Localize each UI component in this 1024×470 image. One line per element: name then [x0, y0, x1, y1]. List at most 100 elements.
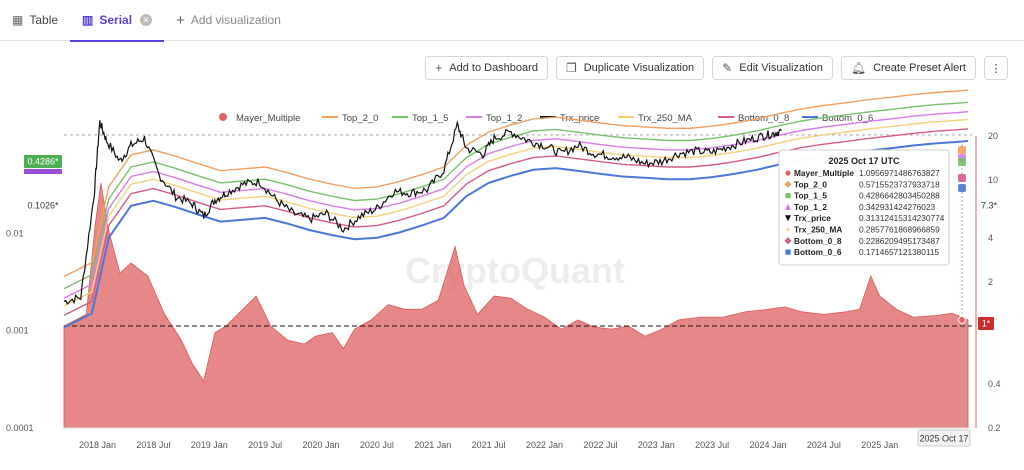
x-tick-label: 2023 Jan: [638, 440, 675, 450]
right-tick-label: 20: [988, 131, 998, 141]
tooltip-row-value: 0.31312415314230774: [859, 213, 945, 223]
tooltip-marker: [785, 249, 791, 255]
crosshair-date-label: 2025 Oct 17: [919, 434, 968, 444]
plus-icon: +: [435, 61, 443, 75]
badge-right-price: 7.3*: [981, 201, 998, 211]
legend-label-bottom_0_8[interactable]: Bottom_0_8: [738, 113, 789, 124]
tab-serial-label: Serial: [99, 13, 133, 27]
edge-marker: [958, 158, 966, 166]
tooltip-row-value: 0.2286209495173487: [859, 236, 940, 246]
series-bottom-0-8: [63, 128, 969, 316]
badge-top-1-2: [24, 169, 62, 174]
x-tick-label: 2020 Jul: [360, 440, 394, 450]
edit-visualization-button[interactable]: ✎ Edit Visualization: [712, 56, 833, 80]
tooltip-row-value: 0.4286642803450288: [859, 191, 940, 201]
visualization-tabs: ▦ Table ▥ Serial ✕ + Add visualization: [0, 0, 1024, 42]
chart-icon: ▥: [82, 13, 94, 27]
x-tick-label: 2021 Jul: [472, 440, 506, 450]
plus-icon: +: [176, 11, 185, 29]
tooltip-row-value: 0.2857761868966859: [859, 225, 940, 235]
create-preset-alert-button[interactable]: 🔔︎ Create Preset Alert: [840, 56, 976, 80]
tooltip-marker: [784, 180, 792, 188]
watermark: CryptoQuant: [405, 250, 625, 291]
tooltip-row-name: Trx_250_MA: [794, 225, 842, 235]
edge-marker: [958, 184, 966, 192]
x-tick-label: 2025 Jan: [861, 440, 898, 450]
left-tick-label: 0.0001: [6, 423, 34, 433]
tooltip: [778, 149, 950, 266]
tooltip-marker: [784, 237, 792, 245]
right-tick-label: 10: [988, 175, 998, 185]
table-icon: ▦: [12, 13, 24, 27]
badge-mayer-bg: [978, 317, 994, 330]
tooltip-row-name: Top_1_5: [794, 191, 827, 201]
left-tick-label: 0.001: [6, 326, 29, 336]
tooltip-marker: [785, 193, 791, 199]
right-tick-label: 0.2: [988, 423, 1001, 433]
x-tick-label: 2022 Jul: [583, 440, 617, 450]
tooltip-row-value: 1.0956971486763827: [859, 168, 940, 178]
more-options-button[interactable]: ⋮: [984, 56, 1008, 80]
right-tick-label: 4: [988, 233, 993, 243]
badge-mayer: 1*: [982, 319, 991, 329]
tooltip-row-name: Bottom_0_6: [794, 247, 842, 257]
alert-label: Create Preset Alert: [873, 62, 966, 74]
close-icon[interactable]: ✕: [140, 14, 153, 26]
edit-icon: ✎: [722, 61, 733, 75]
x-tick-label: 2023 Jul: [695, 440, 729, 450]
legend-label-top_1_2[interactable]: Top_1_2: [486, 113, 522, 124]
bell-icon: 🔔︎: [850, 61, 867, 75]
left-tick-label: 0.01: [6, 228, 24, 238]
badge-top-1-5: 0.4286*: [27, 157, 59, 167]
x-tick-label: 2019 Jan: [191, 440, 228, 450]
tooltip-row-value: 0.5715523737933718: [859, 179, 940, 189]
series-top-1-5: [63, 101, 969, 290]
copy-icon: ❐: [565, 61, 577, 75]
tab-serial[interactable]: ▥ Serial ✕: [70, 0, 165, 42]
badge-price: 0.1026*: [27, 201, 59, 211]
legend-label-top_1_5[interactable]: Top_1_5: [412, 113, 448, 124]
x-tick-label: 2021 Jan: [414, 440, 451, 450]
x-tick-label: 2019 Jul: [248, 440, 282, 450]
edge-marker: [958, 146, 966, 154]
crosshair-date-badge: [917, 429, 971, 447]
x-tick-label: 2022 Jan: [526, 440, 563, 450]
edit-label: Edit Visualization: [739, 62, 823, 74]
duplicate-visualization-button[interactable]: ❐ Duplicate Visualization: [555, 56, 705, 80]
tooltip-row-value: 0.342931424276023: [859, 202, 936, 212]
more-icon: ⋮: [990, 62, 1002, 75]
legend-label-trx_250_ma[interactable]: Trx_250_MA: [638, 113, 693, 124]
tab-table-label: Table: [29, 13, 59, 27]
tooltip-marker: [785, 203, 791, 210]
legend-label-bottom_0_6[interactable]: Bottom_0_6: [822, 113, 873, 124]
tooltip-marker: [785, 170, 791, 176]
badge-price-bg: [24, 199, 62, 212]
right-tick-label: 0.4: [988, 379, 1001, 389]
x-tick-label: 2018 Jan: [79, 440, 116, 450]
chart-actions: + Add to Dashboard ❐ Duplicate Visualizati…: [425, 56, 1008, 80]
tooltip-row-name: Top_2_0: [794, 179, 827, 189]
crosshair-point-mayer: [958, 315, 966, 324]
tab-add-visualization[interactable]: + Add visualization: [164, 0, 293, 41]
tooltip-title: 2025 Oct 17 UTC: [828, 156, 900, 166]
series-top-2-0: [63, 89, 969, 278]
legend-label-top_2_0[interactable]: Top_2_0: [342, 113, 378, 124]
x-tick-label: 2020 Jan: [302, 440, 339, 450]
badge-top-1-5-bg: [24, 155, 62, 168]
legend-label-trx_price[interactable]: Trx_price: [560, 113, 599, 124]
tooltip-row-name: Trx_price: [794, 213, 831, 223]
legend-label-mayer_multiple[interactable]: Mayer_Multiple: [236, 113, 300, 124]
tab-table[interactable]: ▦ Table: [0, 0, 70, 41]
add-to-dashboard-label: Add to Dashboard: [449, 62, 538, 74]
badge-right-price-bg: [978, 199, 1000, 212]
tooltip-row-name: Bottom_0_8: [794, 236, 842, 246]
tooltip-row-value: 0.1714657121380115: [859, 247, 940, 257]
add-to-dashboard-button[interactable]: + Add to Dashboard: [425, 56, 548, 80]
tooltip-row-name: Top_1_2: [794, 202, 827, 212]
duplicate-label: Duplicate Visualization: [583, 62, 695, 74]
tooltip-row-name: Mayer_Multiple: [794, 168, 854, 178]
edge-marker: [958, 174, 966, 182]
x-tick-label: 2018 Jul: [136, 440, 170, 450]
tooltip-marker: ✦: [785, 226, 792, 235]
